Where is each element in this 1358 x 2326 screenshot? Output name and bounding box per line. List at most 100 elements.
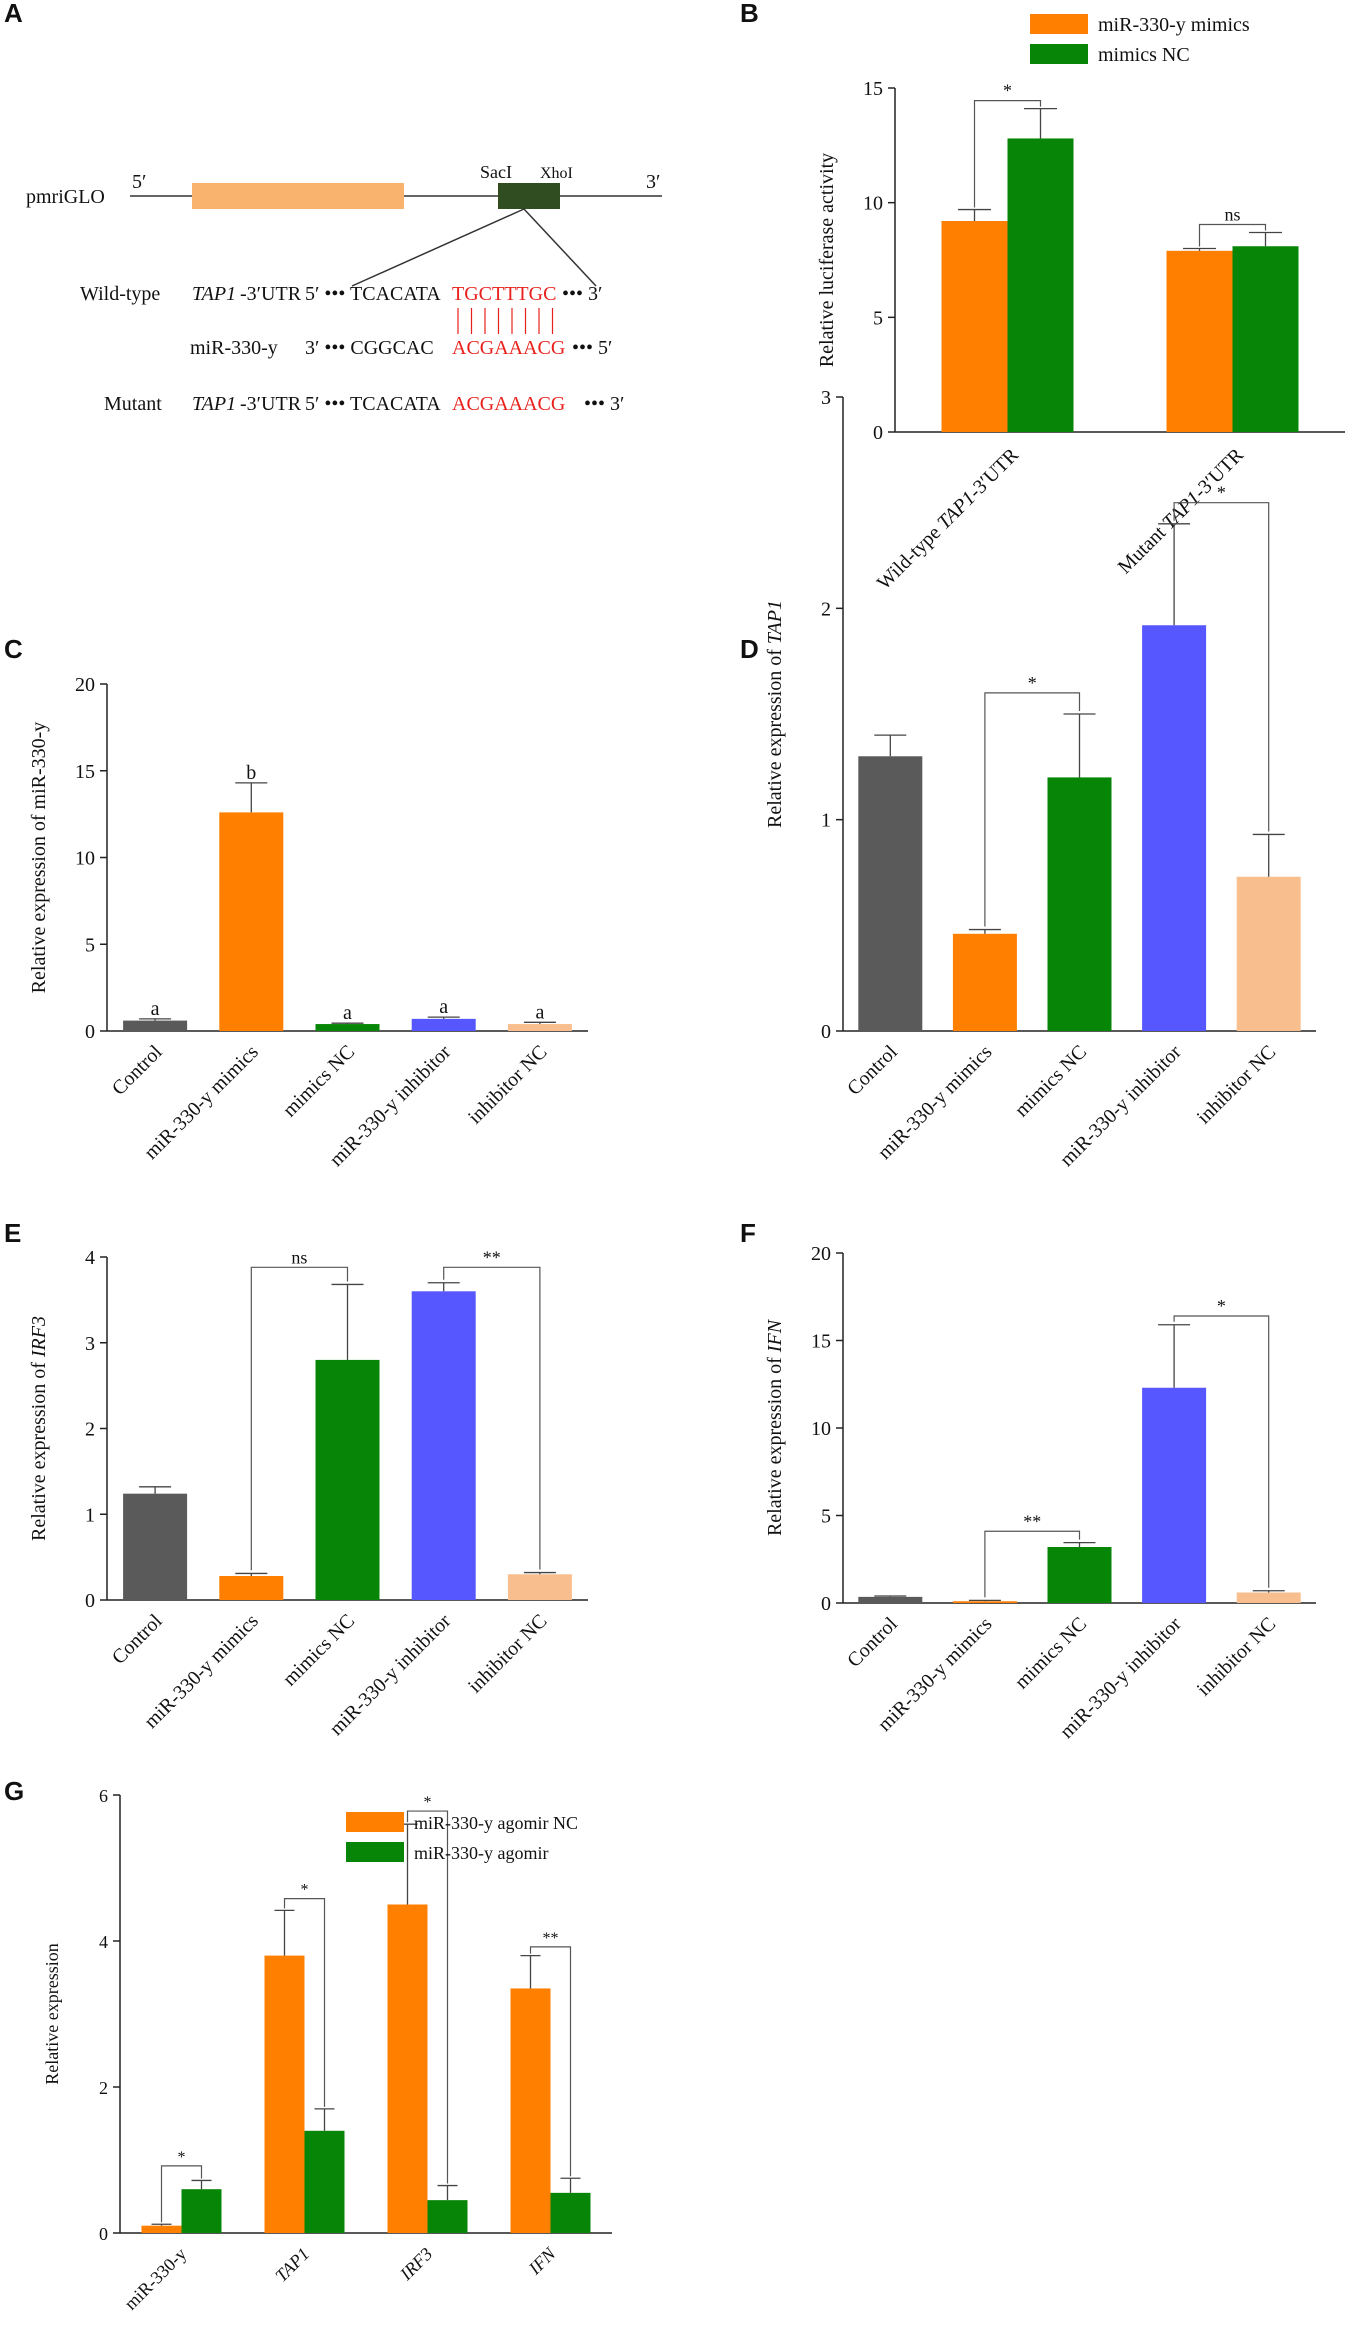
bar-mir-330-y-mimics [952, 1601, 1017, 1603]
significance-bracket [1173, 502, 1270, 832]
significance-label: ** [543, 1930, 559, 1947]
legend-label-mir-330-y-mimics: miR-330-y mimics [1098, 14, 1250, 36]
significance-label: * [1217, 1296, 1226, 1316]
bar-mimics-nc [315, 1359, 380, 1600]
bar-inhibitor-nc [1236, 1592, 1301, 1603]
y-tick-label: 5 [85, 934, 95, 956]
mutant-label: Mutant [104, 393, 162, 415]
y-axis-label: Relative expression [42, 1943, 62, 2084]
panel-label-b: B [740, 0, 759, 28]
bar-mir-330-y-mimics-wild-type-tap1-3-utr [941, 221, 1008, 432]
bar-mir-330-y-agomir-nc-tap1 [264, 1955, 305, 2233]
bar-mimics-nc-mutant-tap1-3-utr [1232, 246, 1299, 432]
significance-bracket [283, 1898, 326, 2107]
chart-g-agomir-expression: 0 2 4 6 Relative expression miR-330-y TAP1 IRF3… [42, 1786, 612, 2314]
x-tick-label: mimics NC [279, 1041, 359, 1121]
y-tick-label: 10 [811, 1418, 831, 1440]
x-tick-label-part: Control [108, 1610, 167, 1669]
x-tick-label-part: mimics NC [279, 1041, 359, 1121]
y-axis-label-part: Relative expression of miR-330-y [28, 722, 50, 994]
panel-label-c: C [4, 634, 23, 664]
x-tick-label: Wild-type TAP1-3′UTR [873, 444, 1024, 595]
xhoI-site-label: XhoI [540, 165, 573, 182]
bar-mir-330-y-inhibitor [411, 1291, 476, 1600]
significance-bracket [1198, 223, 1267, 247]
bar-control [858, 1596, 923, 1603]
group-letter: a [343, 1002, 352, 1024]
mirna-label: miR-330-y [190, 337, 278, 359]
significance-label: * [1217, 483, 1226, 503]
bar-mir-330-y-agomir-nc-mir-330-y [141, 2225, 182, 2233]
y-axis-label-part: Relative expression of [764, 644, 786, 828]
x-tick-label: mimics NC [1011, 1041, 1091, 1121]
bar-mir-330-y-mimics [219, 812, 284, 1031]
group-letter: a [439, 996, 448, 1018]
bar-control [123, 1493, 188, 1600]
y-tick-label: 1 [85, 1504, 95, 1526]
bar-inhibitor-nc [507, 1574, 572, 1600]
x-tick-label-part: inhibitor NC [1193, 1613, 1280, 1700]
y-tick-label: 2 [821, 598, 831, 620]
mutant-seq-prefix: 5′ ••• TCACATA [305, 393, 441, 415]
x-tick-label: Control [108, 1041, 167, 1100]
wild-type-sequence-row: Wild-type TAP1 -3′UTR 5′ ••• TCACATA TGC… [80, 283, 602, 305]
bar-control [123, 1020, 188, 1031]
bar-mir-330-y-inhibitor [411, 1018, 476, 1031]
wild-type-gene: TAP1 [192, 283, 236, 305]
bar-mir-330-y-agomir-nc-irf3 [387, 1904, 428, 2233]
legend-label-mimics-nc: mimics NC [1098, 44, 1190, 66]
y-tick-label: 6 [99, 1786, 108, 1806]
x-tick-label-part: Mutant [1114, 518, 1174, 578]
wild-type-seq-prefix: 5′ ••• TCACATA [305, 283, 441, 305]
mutant-utr-suffix: -3′UTR [240, 393, 302, 415]
mutant-mutated-site: ACGAAACG [452, 393, 565, 415]
significance-label: * [1003, 81, 1012, 101]
luciferase-orf-box [192, 183, 404, 209]
bar-mir-330-y-mimics [952, 933, 1017, 1031]
x-tick-label: TAP1 [271, 2244, 313, 2286]
y-axis-label: Relative expression of IFN [764, 1318, 786, 1536]
mutant-gene: TAP1 [192, 393, 236, 415]
chart-b-luciferase: 0 5 10 15 Relative luciferase activity Wild-t… [816, 14, 1345, 594]
y-axis-label: Relative expression of miR-330-y [28, 722, 50, 994]
x-tick-label-part: TAP1 [271, 2244, 313, 2286]
mutant-seq-end: ••• 3′ [584, 393, 624, 415]
legend-label-mir-330-y-agomir: miR-330-y agomir [414, 1843, 548, 1863]
significance-bracket [984, 692, 1081, 927]
x-tick-label: Mutant TAP1-3′UTR [1114, 444, 1249, 579]
y-tick-label: 4 [99, 1932, 108, 1952]
bar-inhibitor-nc [507, 1024, 572, 1031]
significance-bracket [973, 100, 1042, 208]
significance-bracket [443, 1266, 541, 1570]
y-tick-label: 20 [75, 674, 95, 696]
y-axis-label-part: IRF3 [28, 1316, 50, 1358]
x-tick-label-part: -3′UTR [964, 444, 1023, 503]
mirna-seq-prefix: 3′ ••• CGGCAC [305, 337, 434, 359]
y-tick-label: 15 [75, 761, 95, 783]
construct-name: pmriGLO [26, 186, 105, 208]
group-letter: a [535, 1001, 544, 1023]
x-tick-label: mimics NC [279, 1610, 359, 1690]
mirna-seq-end: ••• 5′ [572, 337, 612, 359]
bar-mir-330-y-agomir-tap1 [304, 2130, 345, 2233]
bar-control [858, 756, 923, 1031]
y-tick-label: 0 [85, 1021, 95, 1043]
y-tick-label: 10 [75, 848, 95, 870]
chart-c-mir330y-expression: 0 5 10 15 20 Relative expression of miR-330-y… [28, 674, 588, 1171]
x-tick-label-part: inhibitor NC [1193, 1041, 1280, 1128]
panel-label-f: F [740, 1218, 756, 1248]
bar-mir-330-y-inhibitor [1142, 625, 1207, 1031]
panel-label-d: D [740, 634, 759, 664]
construct-3prime: 3′ [646, 171, 660, 193]
x-tick-label-part: miR-330-y [120, 2244, 190, 2314]
significance-label: ** [1023, 1511, 1041, 1531]
cloning-site-box [498, 183, 560, 209]
x-tick-label: Control [108, 1610, 167, 1669]
bar-mimics-nc-wild-type-tap1-3-utr [1007, 138, 1074, 432]
x-tick-label-part: Control [108, 1041, 167, 1100]
panel-label-e: E [4, 1218, 21, 1248]
x-tick-label: inhibitor NC [1193, 1613, 1280, 1700]
chart-d-tap1-expression: 0 1 2 3 Relative expression of TAP1 Control mi… [764, 387, 1316, 1171]
y-axis-label-part: TAP1 [764, 600, 786, 644]
chart-f-ifn-expression: 0 5 10 15 20 Relative expression of IFN Contro… [764, 1243, 1316, 1743]
